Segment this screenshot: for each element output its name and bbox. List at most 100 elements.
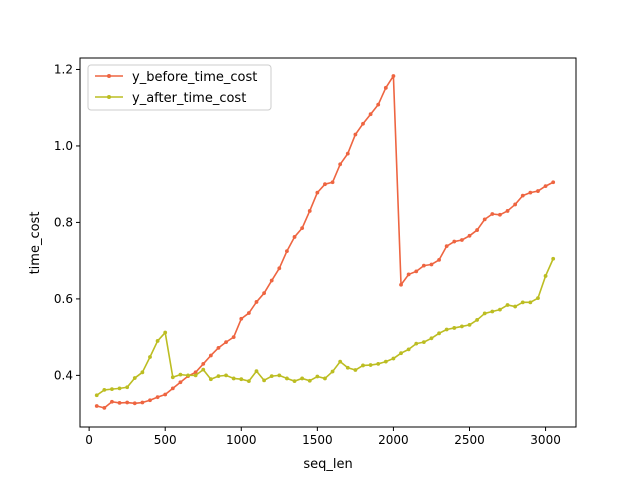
- data-point: [208, 353, 213, 358]
- data-point: [307, 209, 312, 213]
- data-point: [102, 405, 107, 410]
- data-point: [307, 378, 312, 383]
- data-point: [536, 296, 540, 301]
- data-point: [239, 377, 244, 382]
- data-point: [528, 300, 533, 305]
- x-axis-label: seq_len: [303, 457, 352, 472]
- data-point: [125, 400, 130, 405]
- data-point: [482, 217, 487, 222]
- data-point: [353, 368, 358, 372]
- y-tick-label: 1.0: [54, 139, 73, 153]
- data-point: [193, 370, 198, 375]
- data-point: [399, 351, 403, 356]
- data-point: [178, 380, 183, 385]
- data-point: [132, 401, 137, 406]
- data-point: [345, 151, 350, 156]
- data-point: [421, 263, 426, 268]
- data-point: [376, 362, 381, 366]
- data-point: [94, 404, 99, 408]
- x-tick-label: 2500: [454, 433, 485, 447]
- data-point: [429, 262, 434, 267]
- data-point: [323, 376, 327, 381]
- legend-swatch-marker: [107, 74, 111, 78]
- data-point: [429, 336, 434, 341]
- data-point: [475, 228, 479, 232]
- data-point: [520, 193, 525, 198]
- series-y_before_time_cost: [94, 74, 556, 410]
- data-point: [155, 395, 160, 400]
- data-point: [148, 355, 152, 359]
- legend-label: y_after_time_cost: [132, 91, 246, 106]
- x-tick-label: 500: [154, 433, 177, 447]
- data-point: [117, 401, 122, 405]
- data-point: [543, 274, 548, 278]
- x-tick-label: 1000: [226, 433, 257, 447]
- data-point: [170, 375, 175, 380]
- data-point: [368, 363, 373, 367]
- data-point: [399, 282, 403, 287]
- series-y_after_time_cost: [94, 256, 556, 398]
- y-tick-label: 0.4: [54, 368, 73, 382]
- data-point: [444, 244, 449, 249]
- data-point: [490, 309, 495, 314]
- data-point: [224, 340, 228, 345]
- x-tick-label: 3000: [530, 433, 561, 447]
- data-point: [208, 377, 213, 382]
- data-point: [513, 202, 518, 207]
- data-point: [391, 74, 396, 78]
- x-tick-label: 2000: [378, 433, 409, 447]
- data-point: [498, 307, 502, 312]
- data-point: [498, 212, 502, 217]
- data-point: [170, 386, 175, 391]
- data-point: [452, 326, 457, 330]
- data-point: [361, 363, 365, 368]
- data-point: [231, 376, 236, 381]
- data-point: [254, 300, 259, 304]
- data-point: [315, 190, 320, 195]
- data-point: [414, 341, 419, 346]
- data-point: [254, 369, 259, 374]
- data-point: [467, 233, 472, 238]
- data-point: [132, 376, 137, 380]
- data-point: [94, 393, 99, 398]
- data-point: [330, 180, 335, 185]
- data-point: [543, 184, 548, 189]
- data-point: [201, 362, 206, 366]
- data-point: [285, 249, 289, 254]
- data-point: [262, 291, 266, 296]
- data-point: [475, 318, 479, 322]
- data-point: [246, 311, 251, 315]
- data-point: [490, 212, 495, 216]
- data-point: [102, 388, 107, 392]
- x-tick-label: 0: [85, 433, 93, 447]
- data-point: [186, 373, 190, 378]
- data-point: [292, 235, 297, 239]
- data-point: [315, 374, 320, 379]
- data-point: [467, 323, 472, 327]
- data-point: [414, 269, 419, 274]
- data-point: [163, 392, 168, 397]
- data-point: [345, 365, 350, 370]
- data-point: [110, 387, 114, 392]
- data-point: [520, 300, 525, 305]
- data-point: [277, 266, 282, 271]
- data-point: [148, 398, 152, 403]
- data-point: [323, 182, 327, 187]
- data-point: [300, 376, 305, 381]
- data-point: [437, 258, 441, 262]
- data-point: [338, 359, 343, 364]
- plot-frame: [79, 57, 577, 428]
- data-point: [551, 256, 556, 261]
- data-point: [330, 369, 335, 374]
- data-point: [459, 238, 464, 242]
- data-point: [513, 304, 518, 309]
- data-point: [421, 340, 426, 345]
- data-point: [406, 347, 411, 352]
- data-point: [505, 303, 510, 307]
- data-point: [338, 162, 343, 167]
- data-point: [376, 102, 381, 107]
- data-point: [140, 370, 145, 375]
- data-point: [262, 378, 266, 383]
- data-point: [353, 132, 358, 137]
